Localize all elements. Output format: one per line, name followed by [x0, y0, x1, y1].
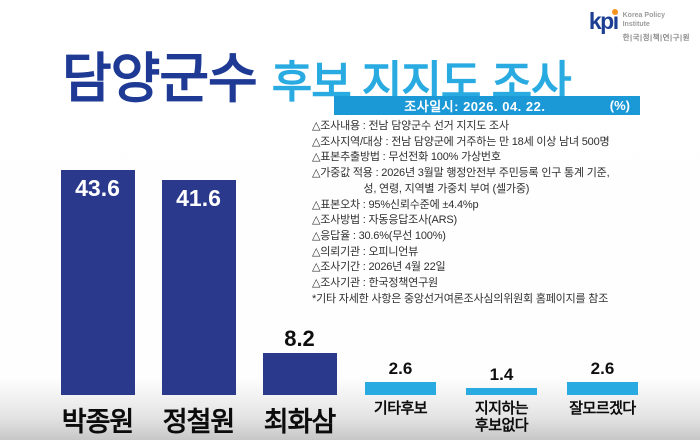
bar-area: 1.4 — [451, 160, 552, 395]
survey-unit-label: (%) — [609, 98, 630, 113]
kpi-logo-en-line1: Korea Policy — [622, 12, 666, 19]
survey-detail-line: △의뢰기관 : 오피니언뷰 — [312, 245, 419, 258]
bar-area: 43.6 — [47, 160, 148, 395]
category-label: 지지하는 후보없다 — [474, 400, 529, 434]
bar-value-label: 41.6 — [176, 185, 221, 211]
kpi-logo-caption: Korea Policy Institute 한|국|정|책|연|구|원 — [623, 10, 690, 43]
kpi-logo-text: kpi — [588, 8, 619, 34]
bar-column-1: 43.6 박종원 — [47, 160, 148, 440]
category-label: 잘모르겠다 — [569, 400, 636, 417]
bar-value-label: 1.4 — [489, 365, 514, 384]
survey-detail-line: △표본추출방법 : 무선전화 100% 가상번호 — [312, 151, 501, 164]
bar-column-2: 41.6 정철원 — [148, 160, 249, 440]
bar-value-label: 43.6 — [75, 175, 120, 201]
bar-value-label: 8.2 — [284, 326, 315, 351]
bar-5 — [466, 388, 537, 395]
kpi-logo: kpi Korea Policy Institute 한|국|정|책|연|구|원 — [588, 8, 690, 43]
survey-detail-line: △조사기관 : 한국정책연구원 — [312, 277, 438, 290]
survey-detail-line: △응답율 : 30.6%(무선 100%) — [312, 229, 446, 242]
survey-detail-line: △조사지역/대상 : 전남 담양군에 거주하는 만 18세 이상 남녀 500명 — [312, 135, 610, 148]
survey-detail-line: △표본오차 : 95%신뢰수준에 ±4.4%p — [312, 198, 479, 211]
survey-detail-line: 성, 연령, 지역별 가중치 부여 (셀가중) — [312, 182, 530, 195]
survey-details: △조사내용 : 전남 담양군수 선거 지지도 조사 △조사지역/대상 : 전남 … — [312, 119, 696, 307]
category-label: 기타후보 — [373, 400, 428, 417]
survey-detail-line: △조사기간 : 2026년 4월 22일 — [312, 261, 446, 274]
bar-column-4: 2.6 기타후보 — [350, 160, 451, 440]
bar-area: 2.6 — [552, 160, 653, 395]
kpi-logo-dot-icon — [611, 9, 618, 15]
kpi-logo-kr: 한|국|정|책|연|구|원 — [622, 33, 690, 43]
bar-column-6: 2.6 잘모르겠다 — [552, 160, 653, 440]
title-region: 담양군수 — [62, 49, 258, 109]
category-label: 정철원 — [162, 407, 236, 437]
bar-area: 41.6 — [148, 160, 249, 395]
bar-6 — [567, 382, 638, 395]
bar-4 — [365, 382, 436, 395]
survey-date-label: 조사일시: 2026. 04. 22. — [404, 99, 546, 114]
survey-detail-line: △조사내용 : 전남 담양군수 선거 지지도 조사 — [312, 120, 509, 132]
category-label: 최화삼 — [263, 407, 337, 437]
survey-detail-line: △조사방법 : 자동응답조사(ARS) — [312, 214, 457, 227]
bar-value-label: 2.6 — [590, 359, 615, 378]
category-label: 박종원 — [61, 407, 135, 437]
bar-2: 41.6 — [161, 180, 236, 395]
survey-detail-line: *기타 자세한 사항은 중앙선거여론조사심의위원회 홈페이지를 참조 — [312, 292, 609, 305]
bar-3 — [262, 353, 337, 395]
bar-area: 2.6 — [350, 160, 451, 395]
bar-1: 43.6 — [60, 170, 135, 395]
bar-column-5: 1.4 지지하는 후보없다 — [451, 160, 552, 440]
support-bar-chart: 43.6 박종원 41.6 정철원 8.2 최화삼 2.6 기타후보 1.4 지지하는 후보없다 2… — [47, 160, 653, 440]
survey-detail-line: △가중값 적용 : 2026년 3월말 행정안전부 주민등록 인구 통계 기준, — [312, 167, 610, 180]
kpi-logo-en-line2: Institute — [622, 21, 650, 29]
bar-area: 8.2 — [249, 160, 350, 395]
bar-value-label: 2.6 — [388, 359, 413, 378]
bar-column-3: 8.2 최화삼 — [249, 160, 350, 440]
kpi-logo-mark: kpi — [588, 8, 619, 34]
survey-date-bar: 조사일시: 2026. 04. 22. (%) — [334, 96, 640, 115]
